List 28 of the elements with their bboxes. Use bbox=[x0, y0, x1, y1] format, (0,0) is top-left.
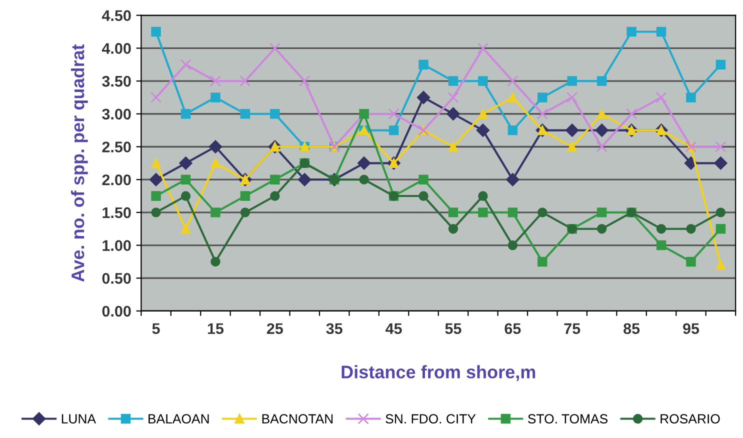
x-axis-title: Distance from shore,m bbox=[342, 365, 536, 382]
x-tick-label: 65 bbox=[504, 323, 521, 334]
y-tick-label: 0.00 bbox=[102, 306, 131, 317]
legend-label: BACNOTAN bbox=[262, 414, 333, 424]
x-tick-label: 75 bbox=[564, 323, 580, 334]
y-tick-label: 4.00 bbox=[102, 43, 131, 54]
y-tick-label: 3.50 bbox=[102, 76, 131, 87]
x-tick-label: 45 bbox=[386, 323, 402, 334]
y-tick-label: 1.00 bbox=[102, 240, 131, 251]
legend-label: LUNA bbox=[62, 414, 96, 424]
x-tick-label: 25 bbox=[266, 323, 283, 334]
legend-label: BALAOAN bbox=[148, 414, 209, 424]
y-tick-label: 2.00 bbox=[102, 174, 131, 186]
y-tick-label: 4.50 bbox=[102, 10, 131, 22]
legend-label: ROSARIO bbox=[660, 414, 720, 424]
y-tick-label: 0.50 bbox=[102, 273, 131, 284]
y-tick-label: 1.50 bbox=[102, 207, 131, 218]
x-tick-label: 35 bbox=[326, 323, 342, 334]
legend-label: SN. FDO. CITY bbox=[386, 414, 476, 424]
x-tick-label: 5 bbox=[152, 323, 160, 334]
x-tick-label: 55 bbox=[445, 323, 462, 334]
x-tick-label: 15 bbox=[208, 323, 224, 334]
x-tick-label: 85 bbox=[624, 323, 640, 334]
x-tick-label: 95 bbox=[683, 323, 700, 334]
legend-label: STO. TOMAS bbox=[528, 414, 608, 424]
y-axis-title: Ave. no. of spp. per quadrat bbox=[70, 44, 88, 282]
y-tick-label: 2.50 bbox=[102, 142, 131, 152]
y-tick-label: 3.00 bbox=[102, 108, 131, 120]
